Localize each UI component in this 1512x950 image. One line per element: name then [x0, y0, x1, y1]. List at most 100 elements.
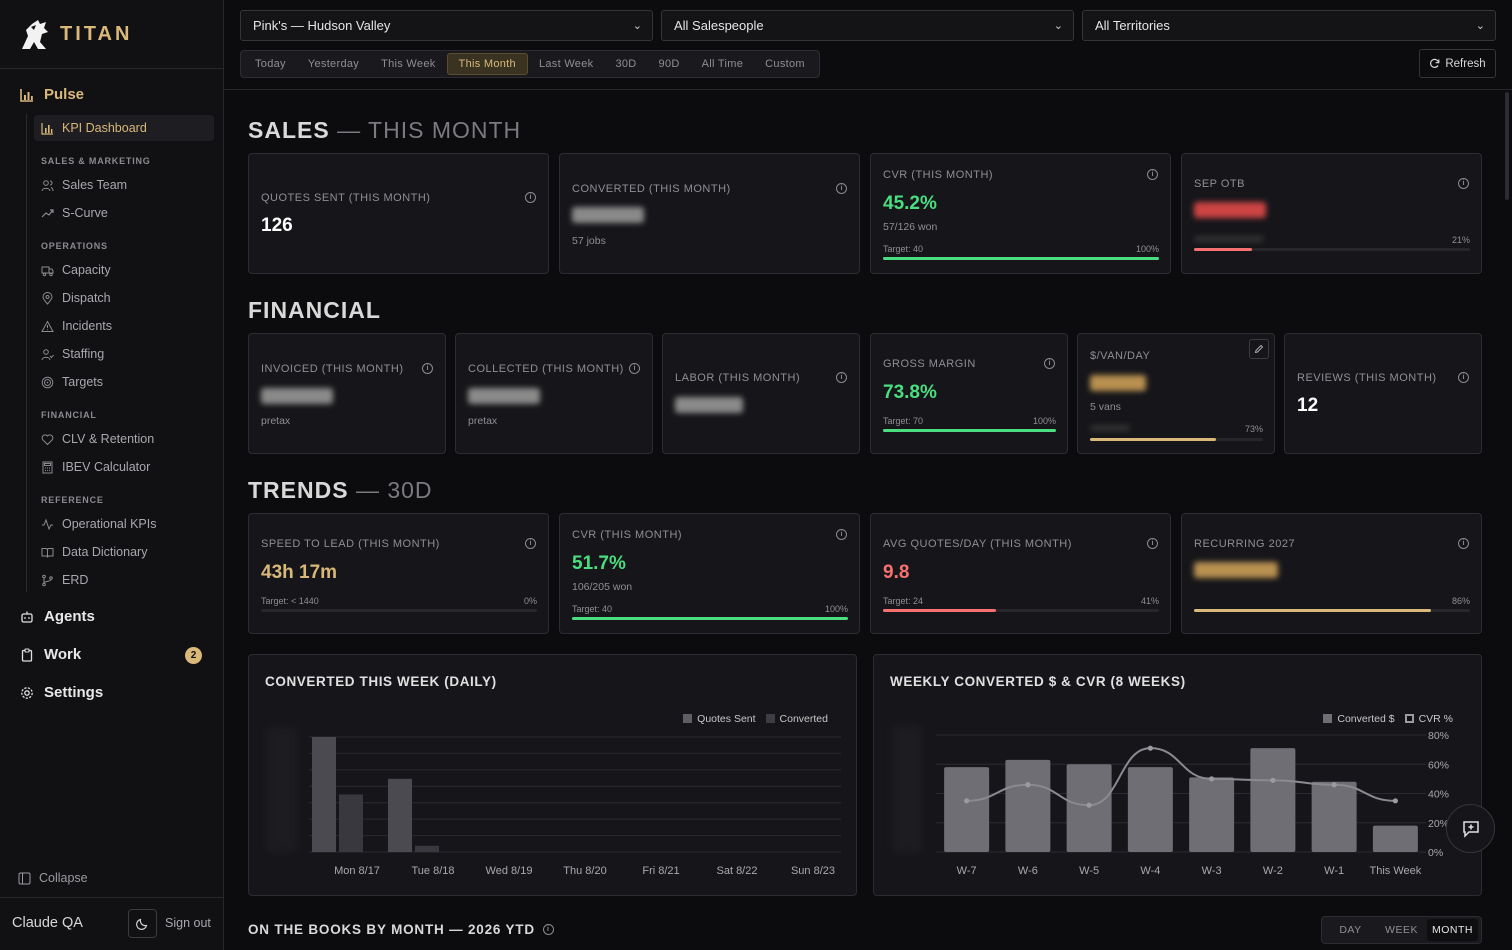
tab-yesterday[interactable]: Yesterday	[307, 58, 360, 70]
sidebar-item-kpi-dashboard[interactable]: KPI Dashboard	[34, 115, 214, 141]
info-icon[interactable]: i	[422, 363, 433, 374]
sidebar-item-label: Dispatch	[62, 291, 111, 305]
collapse-button[interactable]: Collapse	[18, 871, 88, 885]
tab-all-time[interactable]: All Time	[701, 58, 744, 70]
sidebar-item-clv-retention[interactable]: CLV & Retention	[34, 426, 214, 452]
progress-fill	[1194, 609, 1432, 612]
legend-item[interactable]: Converted	[765, 713, 828, 725]
x-tick-label: W-3	[1202, 865, 1222, 877]
kpi-sub: 57/126 won	[883, 221, 938, 233]
tab-this-month[interactable]: This Month	[446, 53, 528, 75]
info-icon[interactable]: i	[836, 529, 847, 540]
territory-select[interactable]: All Territories ⌄	[1082, 10, 1496, 41]
info-icon[interactable]: i	[629, 363, 640, 374]
kpi-value: 9.8	[883, 562, 910, 583]
trend-icon	[41, 207, 54, 220]
theme-toggle-button[interactable]	[128, 909, 157, 938]
info-icon[interactable]: i	[525, 192, 536, 203]
sidebar-item-staffing[interactable]: Staffing	[34, 341, 214, 367]
nav-pulse[interactable]: Pulse	[20, 86, 84, 103]
legend-item[interactable]: CVR %	[1404, 713, 1453, 725]
info-icon[interactable]: i	[1458, 372, 1469, 383]
toggle-month[interactable]: MONTH	[1427, 919, 1478, 941]
sidebar-item-erd[interactable]: ERD	[34, 567, 214, 593]
books-section-title: ON THE BOOKS BY MONTH — 2026 YTD i	[248, 922, 554, 937]
feedback-chat-button[interactable]	[1446, 804, 1495, 853]
kpi-sub: 5 vans	[1090, 401, 1121, 413]
tab-90d[interactable]: 90D	[658, 58, 680, 70]
tab-last-week[interactable]: Last Week	[538, 58, 594, 70]
info-icon[interactable]: i	[836, 372, 847, 383]
kpi-sub: 106/205 won	[572, 581, 633, 593]
info-icon[interactable]: i	[836, 183, 847, 194]
edit-button[interactable]	[1249, 339, 1269, 359]
info-icon[interactable]: i	[1044, 358, 1055, 369]
nav-settings[interactable]: Settings	[20, 684, 103, 701]
sidebar-item-operational-kpis[interactable]: Operational KPIs	[34, 511, 214, 537]
sidebar-item-capacity[interactable]: Capacity	[34, 257, 214, 283]
divider	[224, 89, 1512, 90]
sidebar-item-sales-team[interactable]: Sales Team	[34, 172, 214, 198]
kpi-sub: pretax	[261, 415, 291, 427]
sidebar-item-targets[interactable]: Targets	[34, 369, 214, 395]
tab-custom[interactable]: Custom	[765, 58, 805, 70]
chevron-down-icon: ⌄	[632, 20, 642, 32]
clipboard-icon	[21, 647, 33, 662]
nav-agents[interactable]: Agents	[20, 608, 95, 625]
info-icon[interactable]: i	[542, 924, 554, 935]
legend-item[interactable]: Converted $	[1323, 713, 1395, 725]
chart-card-converted-week: CONVERTED THIS WEEK (DAILY) Quotes Sent …	[248, 654, 857, 896]
y2-tick-label: 80%	[1428, 730, 1449, 742]
kpi-card-cvr: CVR (THIS MONTH) i 45.2% 57/126 won Targ…	[870, 153, 1171, 274]
sidebar-item-ibev-calculator[interactable]: IBEV Calculator	[34, 454, 214, 480]
redacted-value	[1090, 375, 1146, 391]
warning-icon	[41, 319, 54, 333]
kpi-label: CONVERTED (THIS MONTH)	[572, 183, 731, 195]
kpi-value: 73.8%	[883, 382, 937, 403]
info-icon[interactable]: i	[1147, 169, 1158, 180]
location-select[interactable]: Pink's — Hudson Valley ⌄	[240, 10, 653, 41]
toggle-day[interactable]: DAY	[1339, 924, 1362, 936]
sidebar-item-incidents[interactable]: Incidents	[34, 313, 214, 339]
pencil-icon	[1254, 344, 1264, 354]
tab-today[interactable]: Today	[255, 58, 286, 70]
x-tick-label: Mon 8/17	[334, 865, 380, 877]
nav-group-sales-marketing: SALES & MARKETING	[41, 156, 151, 166]
cvr-line	[966, 747, 1396, 807]
kpi-card-gross-margin: GROSS MARGIN i 73.8% Target: 70 100%	[870, 333, 1068, 454]
cvr-point	[1331, 782, 1337, 788]
redacted-value	[675, 397, 743, 413]
sidebar-item-dispatch[interactable]: Dispatch	[34, 285, 214, 311]
sidebar-item-data-dictionary[interactable]: Data Dictionary	[34, 539, 214, 565]
bar-converted-dollars	[1127, 767, 1173, 852]
info-icon[interactable]: i	[1458, 538, 1469, 549]
salesperson-select[interactable]: All Salespeople ⌄	[661, 10, 1074, 41]
info-icon[interactable]: i	[525, 538, 536, 549]
info-icon[interactable]: i	[1458, 178, 1469, 189]
kpi-percent: 73%	[1244, 424, 1263, 434]
collapse-icon	[18, 872, 31, 884]
financial-title: FINANCIAL	[248, 297, 381, 323]
tab-30d[interactable]: 30D	[615, 58, 637, 70]
sidebar-item-s-curve[interactable]: S-Curve	[34, 200, 214, 226]
sign-out-link[interactable]: Sign out	[165, 916, 211, 930]
refresh-button[interactable]: Refresh	[1419, 49, 1496, 78]
scrollbar-thumb[interactable]	[1505, 92, 1509, 200]
kpi-card-invoiced: INVOICED (THIS MONTH) i pretax	[248, 333, 446, 454]
chat-plus-icon	[1462, 820, 1479, 838]
progress-track	[1194, 248, 1470, 251]
kpi-target: Target: 40	[883, 244, 924, 254]
kpi-percent: 41%	[1140, 596, 1159, 606]
nav-agents-label: Agents	[44, 608, 95, 625]
legend-item[interactable]: Quotes Sent	[683, 713, 756, 725]
brand-logo[interactable]: TITAN	[18, 16, 132, 52]
info-icon[interactable]: i	[1147, 538, 1158, 549]
nav-work[interactable]: Work	[20, 646, 81, 663]
cvr-point	[964, 798, 970, 804]
legend-label: Quotes Sent	[697, 713, 756, 725]
kpi-card-sep-otb: SEP OTB i 21%	[1181, 153, 1482, 274]
sales-title-suffix: — THIS MONTH	[337, 117, 522, 143]
tab-this-week[interactable]: This Week	[381, 58, 436, 70]
cvr-point	[1086, 802, 1092, 808]
toggle-week[interactable]: WEEK	[1385, 924, 1418, 936]
